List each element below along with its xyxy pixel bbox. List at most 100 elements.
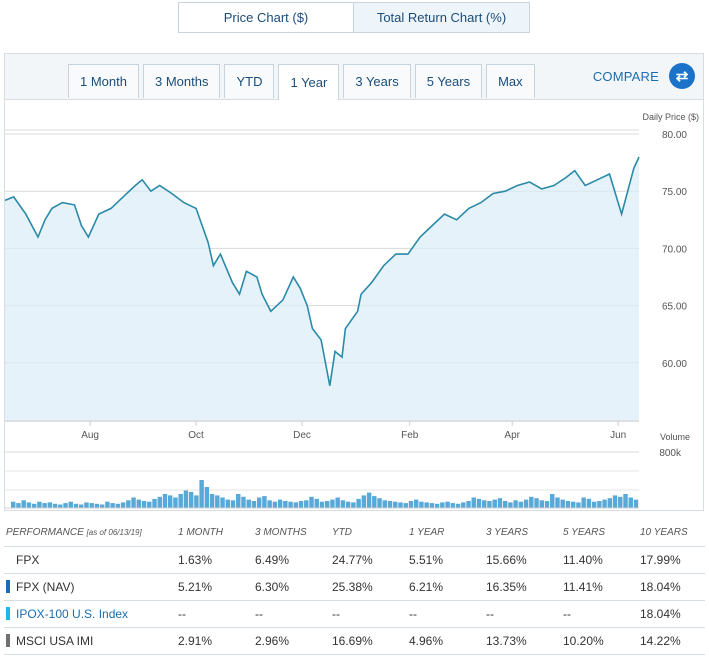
volume-bar — [445, 501, 450, 508]
tab-1-month[interactable]: 1 Month — [68, 64, 139, 98]
col-5-years: 5 YEARS — [563, 527, 606, 539]
volume-bar — [89, 503, 94, 508]
volume-bar — [429, 503, 435, 508]
volume-bar — [513, 500, 518, 508]
volume-bar — [591, 501, 597, 508]
volume-bar — [560, 499, 565, 508]
y-tick-label: 60.00 — [662, 359, 687, 370]
volume-bar — [508, 502, 513, 508]
volume-bar — [162, 494, 168, 508]
volume-bar — [251, 501, 257, 508]
volume-bar — [623, 494, 628, 508]
volume-bar — [84, 502, 89, 508]
x-tick-label: Feb — [401, 430, 419, 441]
tab-5-years[interactable]: 5 Years — [414, 64, 483, 98]
price-line — [5, 156, 640, 386]
performance-value: 1.63% — [176, 545, 253, 573]
performance-value: 2.91% — [176, 626, 253, 655]
volume-bar — [602, 499, 607, 508]
volume-bar — [597, 501, 602, 508]
performance-value: -- — [330, 599, 407, 627]
volume-bar — [110, 503, 115, 508]
volume-bar — [52, 503, 58, 508]
x-tick-label: Aug — [81, 430, 99, 441]
col-3-years: 3 YEARS — [486, 527, 529, 539]
volume-bar — [633, 499, 639, 508]
volume-bar — [157, 496, 162, 508]
compare-label: COMPARE — [592, 68, 659, 84]
fund-name-label: FPX (NAV) — [16, 579, 75, 594]
performance-value: 6.49% — [253, 545, 330, 573]
y-tick-label: 80.00 — [662, 130, 687, 141]
tab-ytd[interactable]: YTD — [224, 64, 275, 98]
chart-type-toggle: Price Chart ($) Total Return Chart (%) — [178, 2, 530, 33]
volume-bar — [293, 502, 299, 508]
volume-bar — [298, 501, 304, 508]
volume-bar — [314, 498, 319, 508]
volume-bar — [476, 498, 482, 508]
col-3-months: 3 MONTHS — [255, 527, 307, 539]
volume-bar — [241, 496, 246, 508]
fund-name-link[interactable]: IPOX-100 U.S. Index — [16, 606, 129, 621]
swap-arrows-icon: ⇄ — [669, 63, 695, 89]
volume-bar — [194, 495, 199, 508]
volume-bar — [277, 499, 283, 508]
performance-value: 6.30% — [253, 572, 330, 600]
volume-bar — [366, 492, 372, 508]
x-tick-label: Oct — [188, 430, 204, 441]
series-color-swatch — [6, 580, 10, 593]
performance-value: 18.04% — [638, 572, 705, 600]
tab-1-year[interactable]: 1 Year — [278, 64, 340, 100]
volume-bar — [26, 502, 32, 508]
performance-value: 6.21% — [407, 572, 484, 600]
volume-bar — [550, 494, 555, 508]
volume-bar — [141, 501, 147, 508]
volume-bar — [424, 502, 429, 508]
volume-bars — [5, 480, 639, 509]
volume-bar — [523, 499, 529, 508]
price-chart-button[interactable]: Price Chart ($) — [178, 2, 354, 33]
volume-bar — [11, 501, 16, 508]
price-area — [5, 156, 639, 422]
series-color-swatch — [6, 553, 10, 566]
volume-tick-label: 800k — [659, 448, 682, 459]
volume-bar — [168, 495, 173, 508]
volume-bar — [283, 501, 288, 508]
volume-bar — [455, 503, 461, 508]
volume-bar — [403, 503, 408, 508]
col-10-years: 10 YEARS — [640, 527, 688, 539]
volume-bar — [173, 497, 178, 508]
volume-bar — [461, 502, 466, 508]
fund-name: MSCI USA IMI — [6, 634, 176, 648]
tab-3-years[interactable]: 3 Years — [343, 64, 411, 98]
volume-bar — [267, 500, 272, 508]
volume-bar — [79, 504, 84, 508]
volume-bar — [335, 497, 340, 508]
volume-bar — [47, 502, 53, 508]
volume-bar — [502, 501, 508, 508]
volume-bar — [225, 499, 230, 508]
volume-bar — [220, 497, 225, 508]
volume-bar — [382, 500, 387, 508]
performance-value: 16.35% — [484, 572, 561, 600]
volume-bar — [482, 500, 487, 508]
volume-bar — [42, 503, 47, 508]
x-tick-label: Apr — [504, 430, 520, 441]
compare-button[interactable]: COMPARE ⇄ — [593, 63, 695, 89]
performance-value: 15.66% — [484, 545, 561, 573]
performance-value: -- — [561, 599, 638, 627]
volume-grid — [5, 470, 639, 491]
volume-bar — [487, 501, 492, 508]
performance-value: 14.22% — [638, 626, 705, 655]
performance-value: 24.77% — [330, 545, 407, 573]
tab-3-months[interactable]: 3 Months — [142, 64, 221, 98]
total-return-chart-button[interactable]: Total Return Chart (%) — [354, 2, 530, 33]
performance-value: 5.51% — [407, 545, 484, 573]
y-tick-label: 75.00 — [662, 187, 687, 198]
volume-bar — [215, 495, 220, 508]
table-row: MSCI USA IMI 2.91% 2.96% 16.69% 4.96% 13.73% 1… — [4, 626, 705, 655]
tab-max[interactable]: Max — [486, 64, 535, 98]
performance-asof: [as of 06/13/19] — [86, 528, 142, 538]
volume-bar — [105, 501, 110, 508]
col-1-month: 1 MONTH — [178, 527, 223, 539]
